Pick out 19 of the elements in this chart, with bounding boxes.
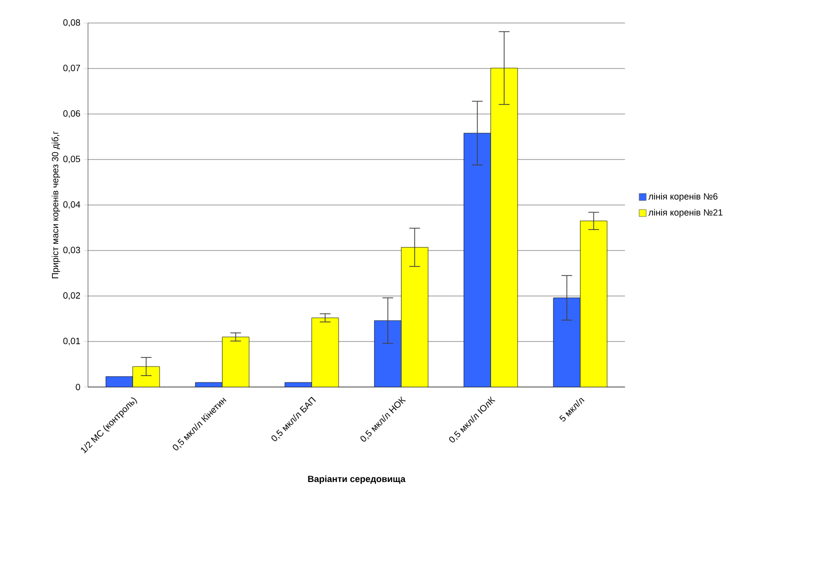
y-tick-label: 0,08: [63, 19, 80, 27]
y-axis-title: Приріст маси коренів через 30 діб,г: [52, 131, 60, 278]
y-tick-label: 0,01: [63, 338, 80, 346]
bar: [401, 247, 428, 388]
legend-label: лінія коренів №21: [648, 209, 722, 218]
bar: [490, 68, 518, 388]
y-tick-label: 0,04: [63, 201, 80, 209]
y-tick-label: 0,03: [63, 246, 80, 254]
bar: [312, 318, 339, 388]
bar: [580, 220, 608, 388]
x-axis-title: Варіанти середовища: [308, 475, 406, 484]
y-tick-label: 0,05: [63, 156, 80, 164]
y-tick-label: 0,06: [63, 110, 80, 118]
y-tick-label: 0: [76, 384, 80, 390]
bar: [222, 336, 250, 388]
bar: [132, 366, 160, 388]
y-tick-label: 0,07: [63, 64, 80, 72]
legend-label: лінія коренів №6: [648, 192, 718, 202]
y-tick-label: 0,02: [63, 292, 80, 300]
